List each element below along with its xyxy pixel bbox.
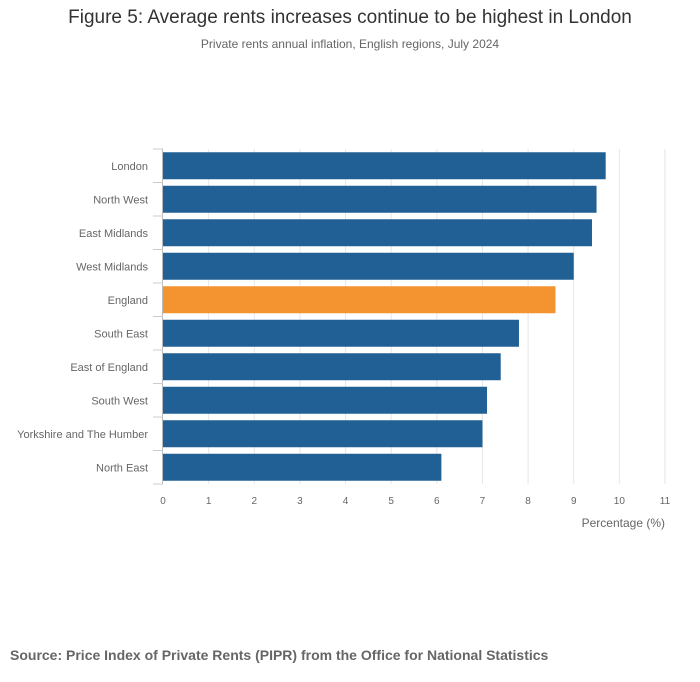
bar-north-east <box>163 453 442 481</box>
chart-subtitle: Private rents annual inflation, English … <box>200 37 500 51</box>
x-tick-label: 1 <box>206 496 212 507</box>
x-tick-label: 6 <box>434 496 440 507</box>
bar-north-west <box>163 185 597 213</box>
x-tick-label: 5 <box>388 496 394 507</box>
bar-south-west <box>163 386 488 414</box>
category-label: North West <box>93 194 148 206</box>
x-tick-label: 9 <box>571 496 577 507</box>
bar-east-midlands <box>163 219 592 247</box>
x-tick-label: 2 <box>251 496 257 507</box>
bar-yorkshire-and-the-humber <box>163 420 483 448</box>
x-axis-title: Percentage (%) <box>582 516 665 530</box>
category-label: South East <box>94 328 148 340</box>
x-tick-label: 10 <box>614 496 626 507</box>
category-label: South West <box>91 395 148 407</box>
category-label: East of England <box>70 362 148 374</box>
x-tick-label: 8 <box>525 496 531 507</box>
bar-london <box>163 152 606 180</box>
category-label: West Midlands <box>76 261 148 273</box>
category-label: North East <box>96 462 148 474</box>
bar-east-of-england <box>163 353 501 381</box>
source-note: Source: Price Index of Private Rents (PI… <box>10 647 549 663</box>
chart-title: Figure 5: Average rents increases contin… <box>68 7 632 28</box>
category-label: England <box>108 295 148 307</box>
x-tick-label: 0 <box>160 496 166 507</box>
category-label: Yorkshire and The Humber <box>17 429 148 441</box>
bar-south-east <box>163 319 519 347</box>
x-tick-label: 7 <box>480 496 486 507</box>
category-label: East Midlands <box>79 228 149 240</box>
category-label: London <box>111 161 148 173</box>
bar-england <box>163 286 556 314</box>
x-tick-label: 11 <box>660 496 671 507</box>
x-tick-label: 3 <box>297 496 303 507</box>
x-tick-label: 4 <box>343 496 349 507</box>
bar-west-midlands <box>163 252 574 280</box>
